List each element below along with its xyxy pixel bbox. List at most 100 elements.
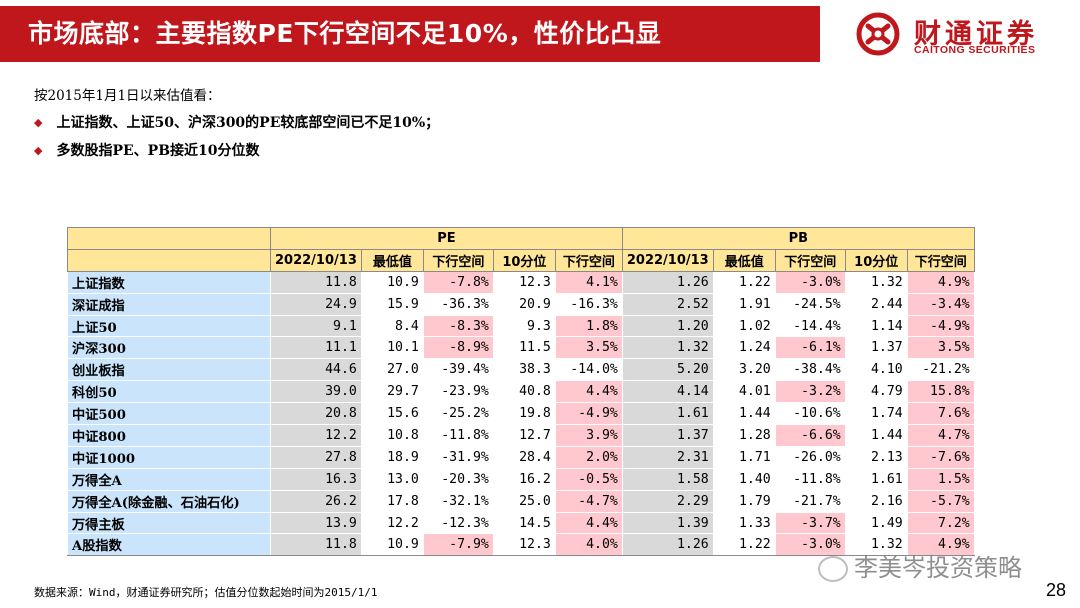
column-header: 2022/10/13: [270, 248, 362, 272]
value-cell: 1.32: [844, 533, 908, 557]
index-name-cell: 中证500: [67, 402, 271, 426]
value-cell: 12.2: [360, 511, 424, 535]
value-cell: -0.5%: [554, 467, 623, 491]
logo-mark-icon: [856, 12, 900, 56]
value-cell: 17.8: [360, 489, 424, 513]
value-cell: -12.3%: [422, 511, 494, 535]
table-body: 上证指数 11.8 10.9 -7.8% 12.3 4.1% 1.26 1.22 -3.0% 1.…: [67, 270, 975, 557]
column-header: 下行空间: [774, 248, 846, 272]
value-cell: 1.26: [621, 533, 714, 557]
value-cell: 2.16: [844, 489, 908, 513]
value-cell: -23.9%: [422, 380, 494, 404]
value-cell: 10.9: [360, 533, 424, 557]
index-name-cell: 中证1000: [67, 445, 271, 469]
value-cell: 2.31: [621, 445, 714, 469]
column-header: 下行空间: [906, 248, 975, 272]
value-cell: 1.44: [844, 424, 908, 447]
value-cell: -11.8%: [774, 467, 846, 491]
value-cell: 2.0%: [554, 445, 623, 469]
value-cell: 2.44: [844, 292, 908, 316]
value-cell: 1.22: [712, 533, 776, 557]
value-cell: -7.9%: [422, 533, 494, 557]
table-row: 上证指数 11.8 10.9 -7.8% 12.3 4.1% 1.26 1.22 -3.0% 1.…: [67, 270, 975, 294]
value-cell: 1.20: [621, 314, 714, 338]
value-cell: -6.1%: [774, 336, 846, 360]
valuation-table: PE PB 2022/10/13 最低值 下行空间 10分位 下行空间 2022…: [67, 227, 975, 557]
value-cell: 11.8: [270, 270, 362, 294]
value-cell: 4.9%: [906, 533, 975, 557]
value-cell: 2.52: [621, 292, 714, 316]
group-header-pb: PB: [621, 227, 975, 250]
value-cell: 1.22: [712, 270, 776, 294]
index-name-cell: A股指数: [67, 533, 271, 557]
diamond-bullet-icon: ◆: [34, 144, 43, 157]
value-cell: -3.4%: [906, 292, 975, 316]
index-name-cell: 上证50: [67, 314, 271, 338]
table-column-header-row: 2022/10/13 最低值 下行空间 10分位 下行空间 2022/10/13…: [67, 248, 975, 272]
table-group-header-row: PE PB: [67, 227, 975, 250]
bullet-item: ◆ 多数股指PE、PB接近10分位数: [34, 143, 260, 159]
value-cell: 2.29: [621, 489, 714, 513]
table-row: 沪深300 11.1 10.1 -8.9% 11.5 3.5% 1.32 1.24 -6.1% 1…: [67, 336, 975, 360]
value-cell: 1.74: [844, 402, 908, 426]
column-header: 下行空间: [554, 248, 623, 272]
value-cell: 1.24: [712, 336, 776, 360]
value-cell: -26.0%: [774, 445, 846, 469]
column-header: 最低值: [360, 248, 424, 272]
table-row: 万得全A 16.3 13.0 -20.3% 16.2 -0.5% 1.58 1.40 -11.8…: [67, 467, 975, 491]
value-cell: 10.8: [360, 424, 424, 447]
value-cell: 4.0%: [554, 533, 623, 557]
logo-text-en: CAITONG SECURITIES: [914, 44, 1036, 56]
value-cell: 4.9%: [906, 270, 975, 294]
page-number: 28: [1045, 580, 1066, 600]
bullet-item: ◆ 上证指数、上证50、沪深300的PE较底部空间已不足10%；: [34, 115, 440, 131]
value-cell: 1.33: [712, 511, 776, 535]
value-cell: -3.0%: [774, 533, 846, 557]
value-cell: -8.3%: [422, 314, 494, 338]
value-cell: 16.3: [270, 467, 362, 491]
value-cell: 3.5%: [554, 336, 623, 360]
value-cell: 9.1: [270, 314, 362, 338]
value-cell: 4.79: [844, 380, 908, 404]
value-cell: -11.8%: [422, 424, 494, 447]
value-cell: 13.9: [270, 511, 362, 535]
value-cell: 9.3: [492, 314, 556, 338]
index-name-cell: 万得主板: [67, 511, 271, 535]
value-cell: 1.32: [621, 336, 714, 360]
value-cell: -14.4%: [774, 314, 846, 338]
value-cell: -7.6%: [906, 445, 975, 469]
index-name-cell: 创业板指: [67, 358, 271, 382]
value-cell: 12.7: [492, 424, 556, 447]
value-cell: 1.61: [844, 467, 908, 491]
value-cell: 2.13: [844, 445, 908, 469]
value-cell: -6.6%: [774, 424, 846, 447]
value-cell: 39.0: [270, 380, 362, 404]
value-cell: 40.8: [492, 380, 556, 404]
value-cell: -16.3%: [554, 292, 623, 316]
value-cell: 15.9: [360, 292, 424, 316]
value-cell: 1.28: [712, 424, 776, 447]
value-cell: -4.7%: [554, 489, 623, 513]
column-header: 最低值: [712, 248, 776, 272]
value-cell: 24.9: [270, 292, 362, 316]
value-cell: -4.9%: [906, 314, 975, 338]
value-cell: -3.0%: [774, 270, 846, 294]
value-cell: -25.2%: [422, 402, 494, 426]
value-cell: 1.37: [621, 424, 714, 447]
intro-text: 按2015年1月1日以来估值看：: [34, 88, 221, 104]
value-cell: -10.6%: [774, 402, 846, 426]
value-cell: 26.2: [270, 489, 362, 513]
value-cell: 15.6: [360, 402, 424, 426]
value-cell: 27.0: [360, 358, 424, 382]
value-cell: -3.7%: [774, 511, 846, 535]
table-corner-cell: [67, 248, 271, 272]
value-cell: 38.3: [492, 358, 556, 382]
table-row: 中证500 20.8 15.6 -25.2% 19.8 -4.9% 1.61 1.44 -10.…: [67, 402, 975, 426]
value-cell: 11.5: [492, 336, 556, 360]
index-name-cell: 万得全A(除金融、石油石化): [67, 489, 271, 513]
source-note: 数据来源：Wind，财通证券研究所；估值分位数起始时间为2015/1/1: [34, 586, 378, 599]
column-header: 10分位: [844, 248, 908, 272]
value-cell: 3.20: [712, 358, 776, 382]
value-cell: 1.37: [844, 336, 908, 360]
title-bar: 市场底部：主要指数PE下行空间不足10%，性价比凸显: [0, 6, 820, 62]
